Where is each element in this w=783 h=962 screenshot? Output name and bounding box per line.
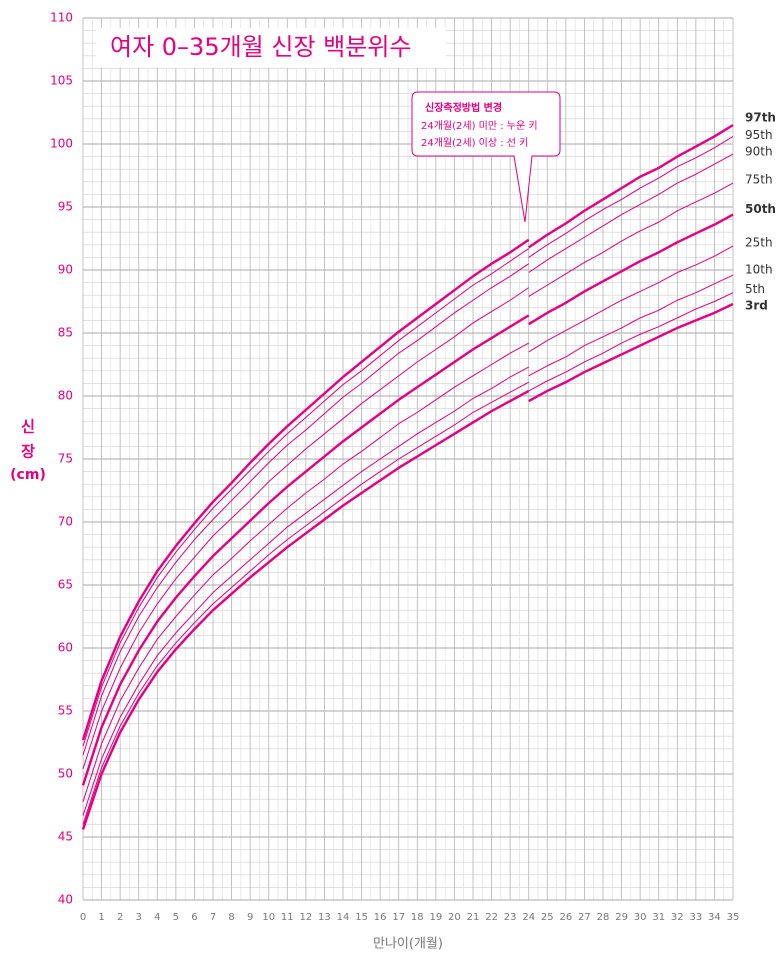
x-tick-label: 14 [337,912,350,923]
y-tick-label: 65 [58,578,73,592]
y-tick-label: 110 [50,11,73,25]
legend-label: 50th [745,202,776,216]
x-tick-label: 18 [411,912,424,923]
x-tick-label: 1 [98,912,104,923]
y-tick-label: 40 [58,893,73,907]
percentile-line [82,182,734,770]
x-tick-label: 22 [485,912,498,923]
x-tick-label: 0 [80,912,86,923]
percentile-line [82,292,734,825]
legend-label: 3rd [745,299,768,313]
percentile-line [82,274,734,816]
legend-label: 10th [745,263,773,277]
x-tick-label: 19 [429,912,442,923]
x-tick-label: 31 [652,912,665,923]
y-tick-label: 90 [58,263,73,277]
annotation-text: 신장측정방법 변경 [425,101,502,114]
x-tick-label: 34 [708,912,721,923]
y-axis-label: 장 [21,443,35,461]
x-tick-label: 30 [634,912,647,923]
annotation-text: 24개월(2세) 미만 : 누운 키 [421,120,538,132]
y-tick-label: 60 [58,641,73,655]
y-tick-label: 75 [58,452,73,466]
lines [81,124,734,830]
y-tick-label: 85 [58,326,73,340]
annotation: 신장측정방법 변경 24개월(2세) 미만 : 누운 키 24개월(2세) 이상… [411,91,561,223]
y-tick-label: 105 [50,74,73,88]
x-tick-label: 7 [210,912,216,923]
percentile-line [82,136,734,747]
legend-label: 25th [745,236,773,250]
y-tick-label: 45 [58,830,73,844]
x-tick-label: 12 [299,912,312,923]
title-backdrop [96,28,446,68]
x-tick-label: 15 [355,912,368,923]
x-tick-label: 3 [136,912,142,923]
x-tick-label: 23 [504,912,517,923]
x-tick-label: 33 [689,912,702,923]
x-tick-label: 25 [541,912,554,923]
annotation-text: 24개월(2세) 이상 : 선 키 [421,137,528,149]
percentile-line [81,213,734,786]
y-tick-label: 100 [50,137,73,151]
percentile-line [81,124,734,741]
percentile-line [81,302,734,830]
x-tick-label: 6 [191,912,197,923]
x-tick-label: 8 [228,912,234,923]
x-tick-label: 26 [559,912,572,923]
legend-label: 97th [745,111,776,125]
x-tick-label: 32 [671,912,684,923]
y-tick-label: 80 [58,389,73,403]
legend-label: 90th [745,145,773,159]
y-tick-label: 50 [58,767,73,781]
grid [82,17,734,901]
chart-title: 여자 0–35개월 신장 백분위수 [110,33,412,61]
y-axis-label: 신 [21,418,35,436]
y-tick-label: 70 [58,515,73,529]
x-tick-label: 27 [578,912,591,923]
x-axis-label: 만나이(개월) [373,937,443,952]
x-tick-label: 2 [117,912,123,923]
x-tick-label: 5 [173,912,179,923]
y-tick-label: 95 [58,200,73,214]
y-axis-label: (cm) [10,467,46,483]
x-tick-label: 13 [318,912,331,923]
percentile-line [82,153,734,756]
percentile-line [82,245,734,802]
x-tick-label: 11 [281,912,294,923]
legend-label: 95th [745,128,773,142]
annotation-box [411,91,561,223]
x-tick-label: 35 [727,912,740,923]
x-tick-label: 28 [597,912,610,923]
legend-label: 5th [745,282,765,296]
y-tick-label: 55 [58,704,73,718]
x-tick-label: 21 [467,912,480,923]
x-tick-label: 10 [262,912,275,923]
x-tick-label: 4 [154,912,160,923]
x-tick-label: 29 [615,912,628,923]
legend-label: 75th [745,173,773,187]
x-tick-label: 24 [522,912,535,923]
x-tick-label: 17 [392,912,405,923]
x-tick-label: 16 [374,912,387,923]
x-tick-label: 20 [448,912,461,923]
x-tick-label: 9 [247,912,253,923]
